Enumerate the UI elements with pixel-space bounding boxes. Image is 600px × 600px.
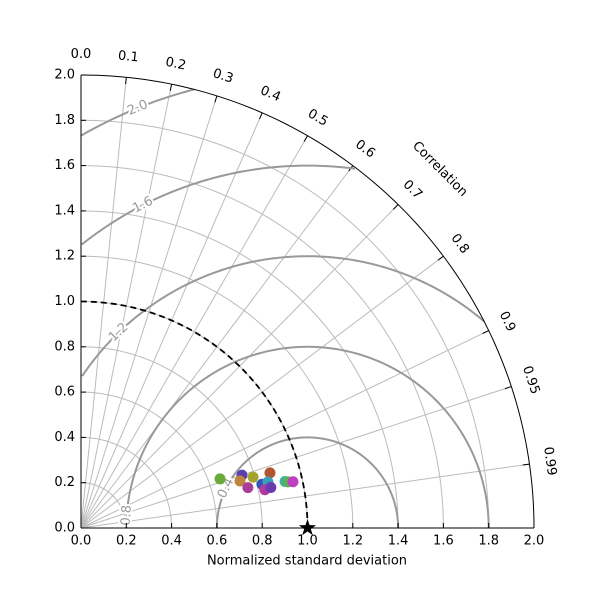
correlation-tick [169, 84, 173, 91]
correlation-tick-label: 0.5 [305, 106, 330, 129]
correlation-tick [214, 95, 218, 103]
rms-label: 2.0 [125, 97, 150, 119]
x-tick-label: 1.6 [433, 534, 454, 549]
x-tick-label: 1.8 [478, 534, 499, 549]
correlation-tick-label: 0.7 [400, 177, 425, 202]
x-tick-label: 0.0 [71, 534, 92, 549]
correlation-tick-label: 0.2 [164, 55, 187, 74]
grid-arc [80, 165, 444, 529]
rms-label: 0.8 [119, 505, 135, 527]
x-tick-label: 1.0 [297, 534, 318, 549]
reference-star [298, 519, 317, 536]
data-point [242, 482, 254, 494]
rms-contour [80, 88, 195, 137]
correlation-tick-label: 0.4 [258, 83, 283, 105]
x-tick-label: 1.2 [342, 534, 363, 549]
grid-arc [80, 210, 399, 529]
data-point [264, 467, 276, 479]
y-tick-label: 1.8 [54, 113, 75, 128]
x-tick-label: 0.2 [116, 534, 137, 549]
correlation-tick-label: 0.3 [211, 66, 235, 87]
rms-contour [81, 255, 485, 377]
y-tick-label: 1.4 [54, 203, 75, 218]
correlation-tick [303, 135, 308, 142]
grid-arc [80, 255, 354, 529]
x-tick-label: 0.6 [207, 534, 228, 549]
correlation-tick-label: 0.6 [352, 137, 378, 161]
correlation-tick-label: 0.8 [448, 231, 472, 257]
data-point [247, 471, 259, 483]
correlation-tick [125, 77, 127, 85]
y-tick-label: 0.4 [54, 430, 75, 445]
grid-line [80, 95, 218, 529]
y-tick-label: 1.0 [54, 294, 75, 309]
grid-arc [80, 436, 173, 529]
grid-arc [80, 391, 218, 529]
correlation-tick [437, 255, 444, 261]
rms-label: 1.6 [130, 194, 155, 217]
y-tick-label: 0.2 [54, 475, 75, 490]
y-tick-label: 0.8 [54, 339, 75, 354]
correlation-tick-label: 0.0 [71, 47, 92, 62]
correlation-tick [259, 112, 263, 120]
data-point [214, 473, 226, 485]
y-tick-label: 0.0 [54, 521, 75, 536]
correlation-tick [482, 330, 489, 334]
data-point [287, 476, 299, 488]
y-tick-label: 2.0 [54, 68, 75, 83]
x-tick-label: 1.4 [388, 534, 409, 549]
correlation-tick [522, 463, 530, 466]
correlation-tick-label: 0.9 [496, 309, 519, 334]
grid-arc [80, 301, 308, 529]
rms-contour [215, 436, 400, 528]
x-axis-label: Normalized standard deviation [207, 554, 407, 569]
outer-arc [80, 74, 535, 529]
rms-contour [125, 345, 490, 529]
y-tick-label: 1.2 [54, 249, 75, 264]
rms-contour [81, 164, 355, 246]
y-tick-label: 1.6 [54, 158, 75, 173]
grid-line [80, 135, 308, 529]
data-point [265, 482, 277, 494]
correlation-tick-label: 0.95 [519, 364, 542, 396]
y-tick-label: 0.6 [54, 385, 75, 400]
x-tick-label: 2.0 [524, 534, 545, 549]
x-tick-label: 0.4 [161, 534, 182, 549]
correlation-tick-label: 0.99 [540, 446, 559, 477]
correlation-tick [392, 204, 399, 210]
x-tick-label: 0.8 [252, 534, 273, 549]
correlation-tick-label: 0.1 [117, 48, 139, 65]
correlation-tick [504, 386, 512, 390]
grid-arc [80, 119, 490, 529]
data-point [234, 475, 246, 487]
